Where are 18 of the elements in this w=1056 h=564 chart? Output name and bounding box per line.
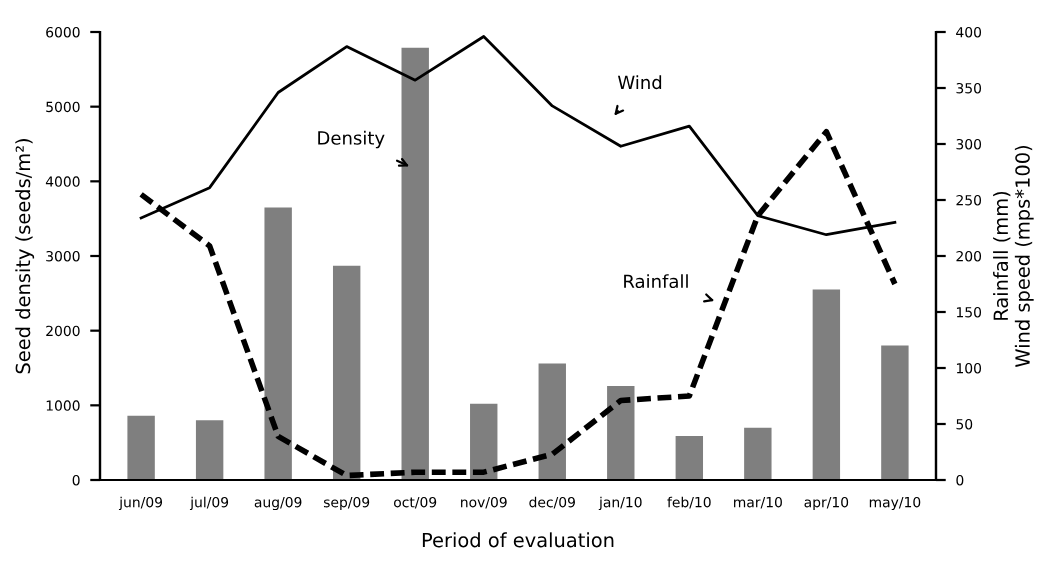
- x-axis-title: Period of evaluation: [422, 532, 614, 548]
- y-axis-title: Seed density (seeds/m²): [15, 139, 35, 374]
- bar: [538, 363, 566, 480]
- bar: [264, 207, 292, 480]
- series-label: Density: [318, 130, 385, 149]
- bar: [470, 403, 498, 480]
- text: Rainfall: [624, 274, 688, 289]
- y2-axis-title: Rainfall (mm) Wind speed (mps*100): [993, 145, 1034, 368]
- bar: [812, 289, 841, 480]
- bar: [401, 47, 429, 480]
- bar: [332, 265, 361, 480]
- bar: [195, 420, 224, 480]
- bar: [881, 345, 909, 480]
- bar: [607, 385, 635, 480]
- text: Wind: [617, 75, 662, 90]
- bar: [744, 427, 772, 480]
- bar: [127, 415, 155, 480]
- bar: [675, 435, 704, 480]
